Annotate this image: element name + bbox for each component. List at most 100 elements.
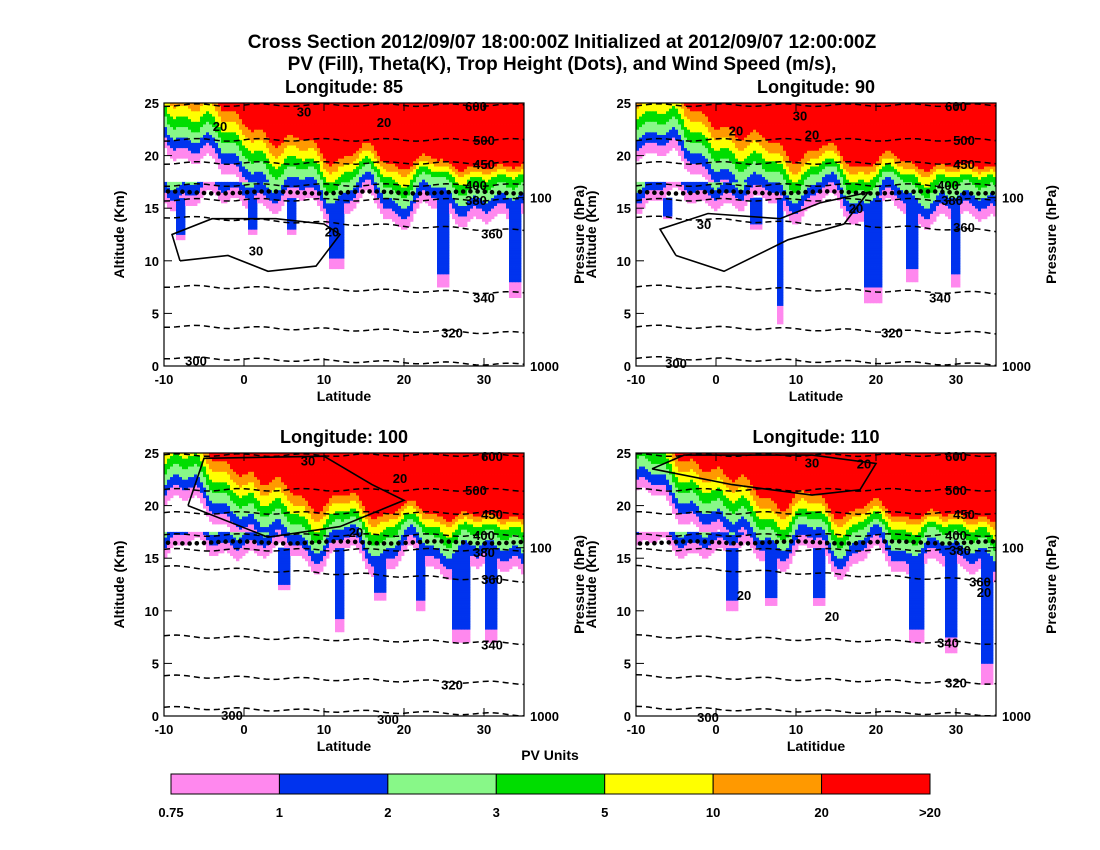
pv-cell xyxy=(497,113,501,117)
pv-cell xyxy=(344,110,348,114)
pv-cell xyxy=(470,155,474,159)
pv-cell xyxy=(287,116,291,120)
pv-cell xyxy=(512,226,516,230)
pv-cell xyxy=(491,134,495,138)
pv-cell xyxy=(341,171,345,175)
pv-cell xyxy=(335,192,339,196)
pv-cell xyxy=(464,189,468,193)
pv-cell xyxy=(329,118,333,122)
pv-cell xyxy=(212,142,216,146)
pv-cell xyxy=(440,118,444,122)
pv-cell xyxy=(278,126,282,130)
pv-cell xyxy=(515,281,519,285)
pv-cell xyxy=(476,155,480,159)
pv-cell xyxy=(485,168,489,172)
pv-cell xyxy=(407,176,411,180)
pv-cell xyxy=(401,192,405,196)
pv-cell xyxy=(494,176,498,180)
pv-cell xyxy=(389,171,393,175)
pv-cell xyxy=(374,200,378,204)
pv-cell xyxy=(164,200,168,204)
pv-cell xyxy=(353,195,357,199)
pv-cell xyxy=(290,184,294,188)
pv-cell xyxy=(401,108,405,112)
pv-cell xyxy=(446,174,450,178)
pv-cell xyxy=(323,110,327,114)
pv-cell xyxy=(347,202,351,206)
pv-cell xyxy=(497,163,501,167)
pv-cell xyxy=(449,160,453,164)
pv-cell xyxy=(173,181,177,185)
pv-cell xyxy=(227,118,231,122)
pv-cell xyxy=(245,124,249,128)
pv-cell xyxy=(398,171,402,175)
pv-cell xyxy=(479,124,483,128)
pv-cell xyxy=(230,155,234,159)
pv-cell xyxy=(512,292,516,296)
pv-cell xyxy=(230,195,234,199)
pv-cell xyxy=(218,197,222,201)
pv-cell xyxy=(419,116,423,120)
pv-cell xyxy=(374,195,378,199)
pv-cell xyxy=(491,118,495,122)
pv-cell xyxy=(254,218,258,222)
pv-cell xyxy=(428,179,432,183)
pv-cell xyxy=(227,121,231,125)
pv-cell xyxy=(293,231,297,235)
pv-cell xyxy=(341,213,345,217)
pv-cell xyxy=(467,121,471,125)
pv-cell xyxy=(248,226,252,230)
pv-cell xyxy=(521,189,524,193)
pv-cell xyxy=(185,129,189,133)
pv-cell xyxy=(407,202,411,206)
pv-cell xyxy=(413,208,417,212)
pv-cell xyxy=(455,208,459,212)
pv-cell xyxy=(521,163,524,167)
pv-cell xyxy=(257,147,261,151)
pv-cell xyxy=(350,205,354,209)
pv-cell xyxy=(521,168,524,172)
pv-cell xyxy=(185,131,189,135)
pv-cell xyxy=(341,195,345,199)
pv-cell xyxy=(431,124,435,128)
pv-cell xyxy=(314,158,318,162)
pv-cell xyxy=(422,131,426,135)
pv-cell xyxy=(515,260,519,264)
pv-cell xyxy=(284,131,288,135)
pv-cell xyxy=(383,152,387,156)
pv-cell xyxy=(314,110,318,114)
pv-cell xyxy=(353,113,357,117)
pv-cell xyxy=(269,171,273,175)
pv-cell xyxy=(518,142,522,146)
pv-cell xyxy=(191,105,195,109)
pv-cell xyxy=(440,184,444,188)
pv-cell xyxy=(224,137,228,141)
pv-cell xyxy=(284,152,288,156)
pv-cell xyxy=(341,163,345,167)
pv-cell xyxy=(257,124,261,128)
pv-cell xyxy=(254,113,258,117)
pv-cell xyxy=(317,121,321,125)
pv-cell xyxy=(329,181,333,185)
pv-cell xyxy=(512,142,516,146)
pv-cell xyxy=(440,137,444,141)
pv-cell xyxy=(434,181,438,185)
pv-cell xyxy=(200,129,204,133)
pv-cell xyxy=(359,187,363,191)
pv-cell xyxy=(287,163,291,167)
pv-cell xyxy=(176,134,180,138)
pv-cell xyxy=(290,129,294,133)
pv-cell xyxy=(215,108,219,112)
pv-cell xyxy=(239,195,243,199)
pv-cell xyxy=(407,223,411,228)
pv-cell xyxy=(404,150,408,154)
pv-cell xyxy=(500,152,504,156)
pv-cell xyxy=(314,163,318,167)
pv-cell xyxy=(485,171,489,175)
pv-cell xyxy=(272,192,276,196)
pv-cell xyxy=(443,239,447,243)
pv-cell xyxy=(257,129,261,133)
pv-cell xyxy=(485,126,489,130)
pv-cell xyxy=(503,142,507,146)
pv-cell xyxy=(515,271,519,275)
